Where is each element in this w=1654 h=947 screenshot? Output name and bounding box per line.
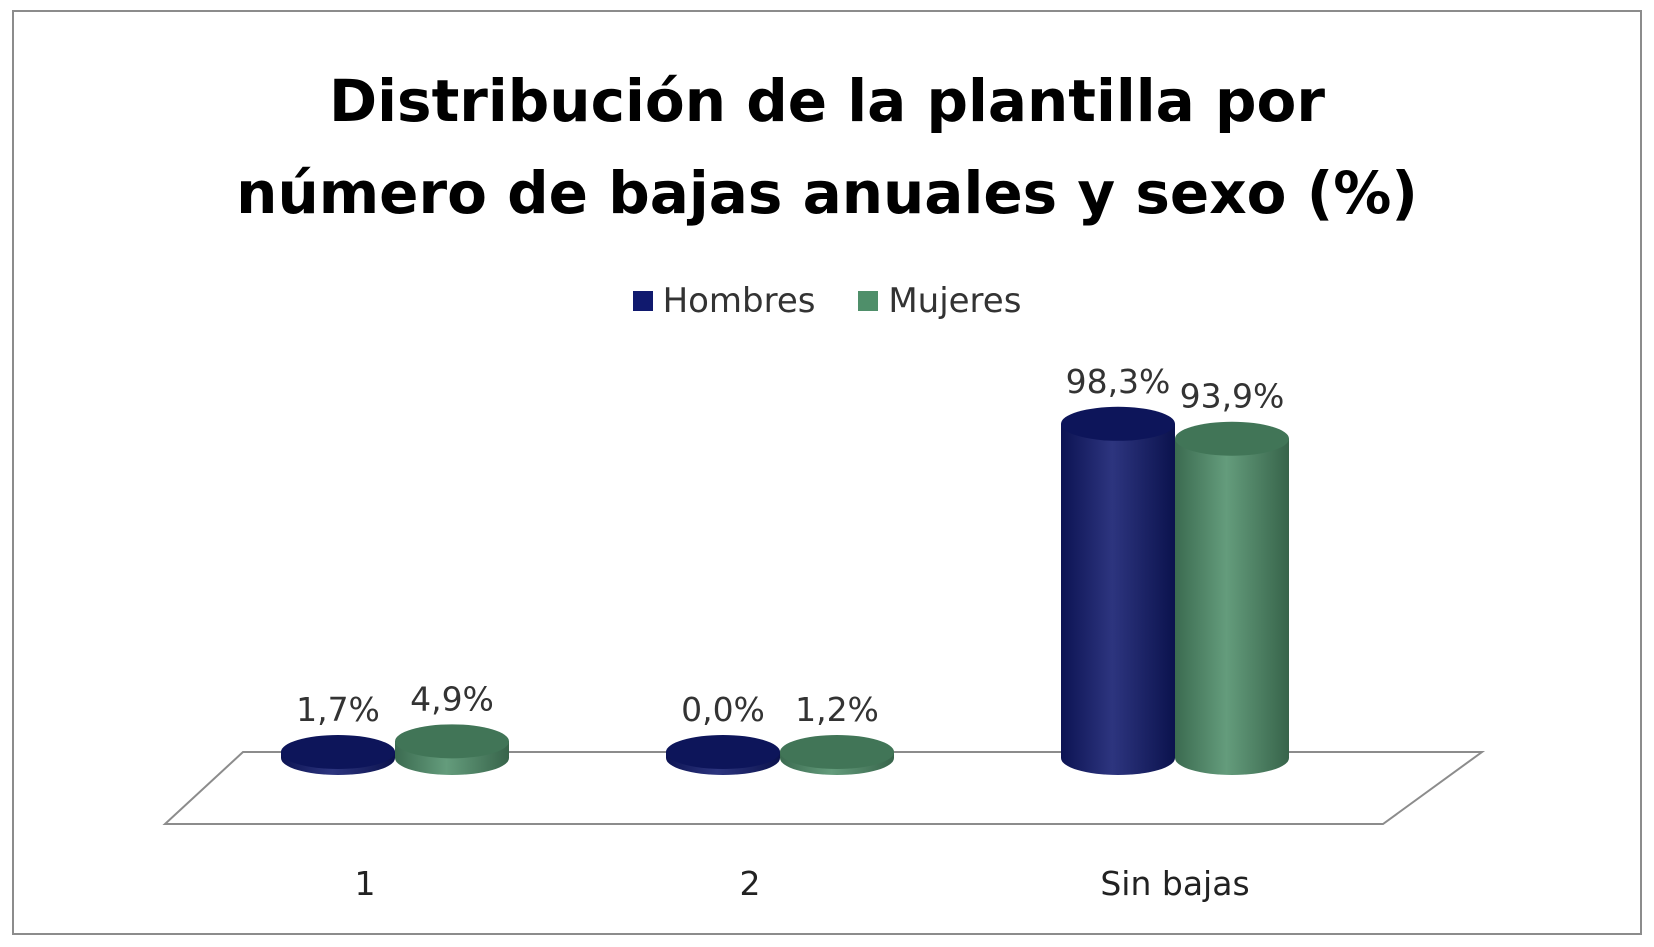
bar-cap <box>281 735 395 769</box>
category-label-sin-bajas: Sin bajas <box>1100 864 1249 903</box>
legend-swatch-mujeres <box>858 291 879 311</box>
bar-cap <box>1175 421 1289 456</box>
legend-item-mujeres: Mujeres <box>858 281 1021 321</box>
chart-title-line-2: número de bajas anuales y sexo (%) <box>236 159 1418 227</box>
bar-hombres-sin-bajas <box>1061 406 1175 775</box>
bar-mujeres-sin-bajas <box>1175 421 1289 775</box>
legend-label-mujeres: Mujeres <box>888 281 1022 321</box>
category-label-2: 2 <box>740 864 761 903</box>
bar-cap <box>780 735 894 769</box>
bar-hombres-2 <box>666 735 780 775</box>
value-label-mujeres-sin-bajas: 93,9% <box>1180 377 1285 416</box>
value-label-hombres-2: 0,0% <box>681 690 765 729</box>
legend-item-hombres: Hombres <box>632 281 816 321</box>
bar-cap <box>1061 406 1175 441</box>
bar-cap <box>666 735 780 769</box>
bar-body <box>1061 423 1175 775</box>
bar-mujeres-1 <box>395 724 509 775</box>
bar-cap <box>395 724 509 759</box>
value-label-mujeres-2: 1,2% <box>795 690 879 729</box>
chart-title-line-1: Distribución de la plantilla por <box>329 67 1325 135</box>
chart-legend: Hombres Mujeres <box>0 280 1654 321</box>
chart-title: Distribución de la plantilla por número … <box>0 55 1654 239</box>
bar-body <box>1175 438 1289 775</box>
label-group: 1,7% 4,9% 1 0,0% 1,2% 2 98,3% 93,9% Sin bajas <box>296 362 1284 903</box>
value-label-mujeres-1: 4,9% <box>410 679 494 718</box>
legend-swatch-hombres <box>632 291 653 311</box>
bar-hombres-1 <box>281 735 395 775</box>
bar-mujeres-2 <box>780 735 894 775</box>
value-label-hombres-1: 1,7% <box>296 690 380 729</box>
bar-group <box>281 406 1289 775</box>
legend-label-hombres: Hombres <box>662 281 816 321</box>
category-label-1: 1 <box>355 864 376 903</box>
value-label-hombres-sin-bajas: 98,3% <box>1066 362 1171 401</box>
